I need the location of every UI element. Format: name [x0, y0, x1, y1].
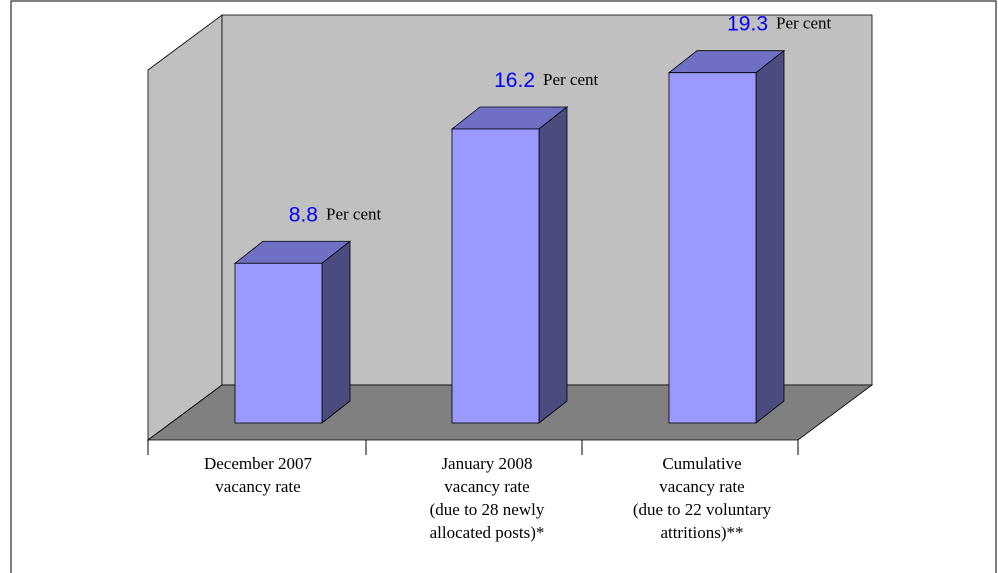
value-label: 16.2 [494, 69, 535, 92]
bar-side [755, 49, 785, 424]
x-tick-label: Cumulative [662, 454, 741, 473]
x-tick-label: vacancy rate [659, 477, 744, 496]
bar [668, 72, 757, 424]
bar-side [321, 240, 351, 424]
x-tick-label: vacancy rate [215, 477, 300, 496]
bar [234, 262, 323, 424]
x-tick-label: January 2008 [441, 454, 532, 473]
value-unit: Per cent [543, 70, 599, 89]
value-label: 8.8 [289, 203, 318, 226]
value-label: 19.3 [727, 13, 768, 36]
x-tick-label: (due to 22 voluntary [633, 500, 772, 519]
value-unit: Per cent [776, 14, 832, 33]
x-tick-label: vacancy rate [444, 477, 529, 496]
category-separators [147, 440, 799, 455]
x-tick-label: attritions)** [660, 523, 743, 542]
bar-side [538, 106, 568, 424]
x-tick-label: December 2007 [204, 454, 313, 473]
x-tick-label: (due to 28 newly [430, 500, 545, 519]
value-unit: Per cent [326, 204, 382, 223]
x-tick-label: allocated posts)* [430, 523, 545, 542]
side-wall [147, 14, 223, 441]
bar [451, 128, 540, 424]
